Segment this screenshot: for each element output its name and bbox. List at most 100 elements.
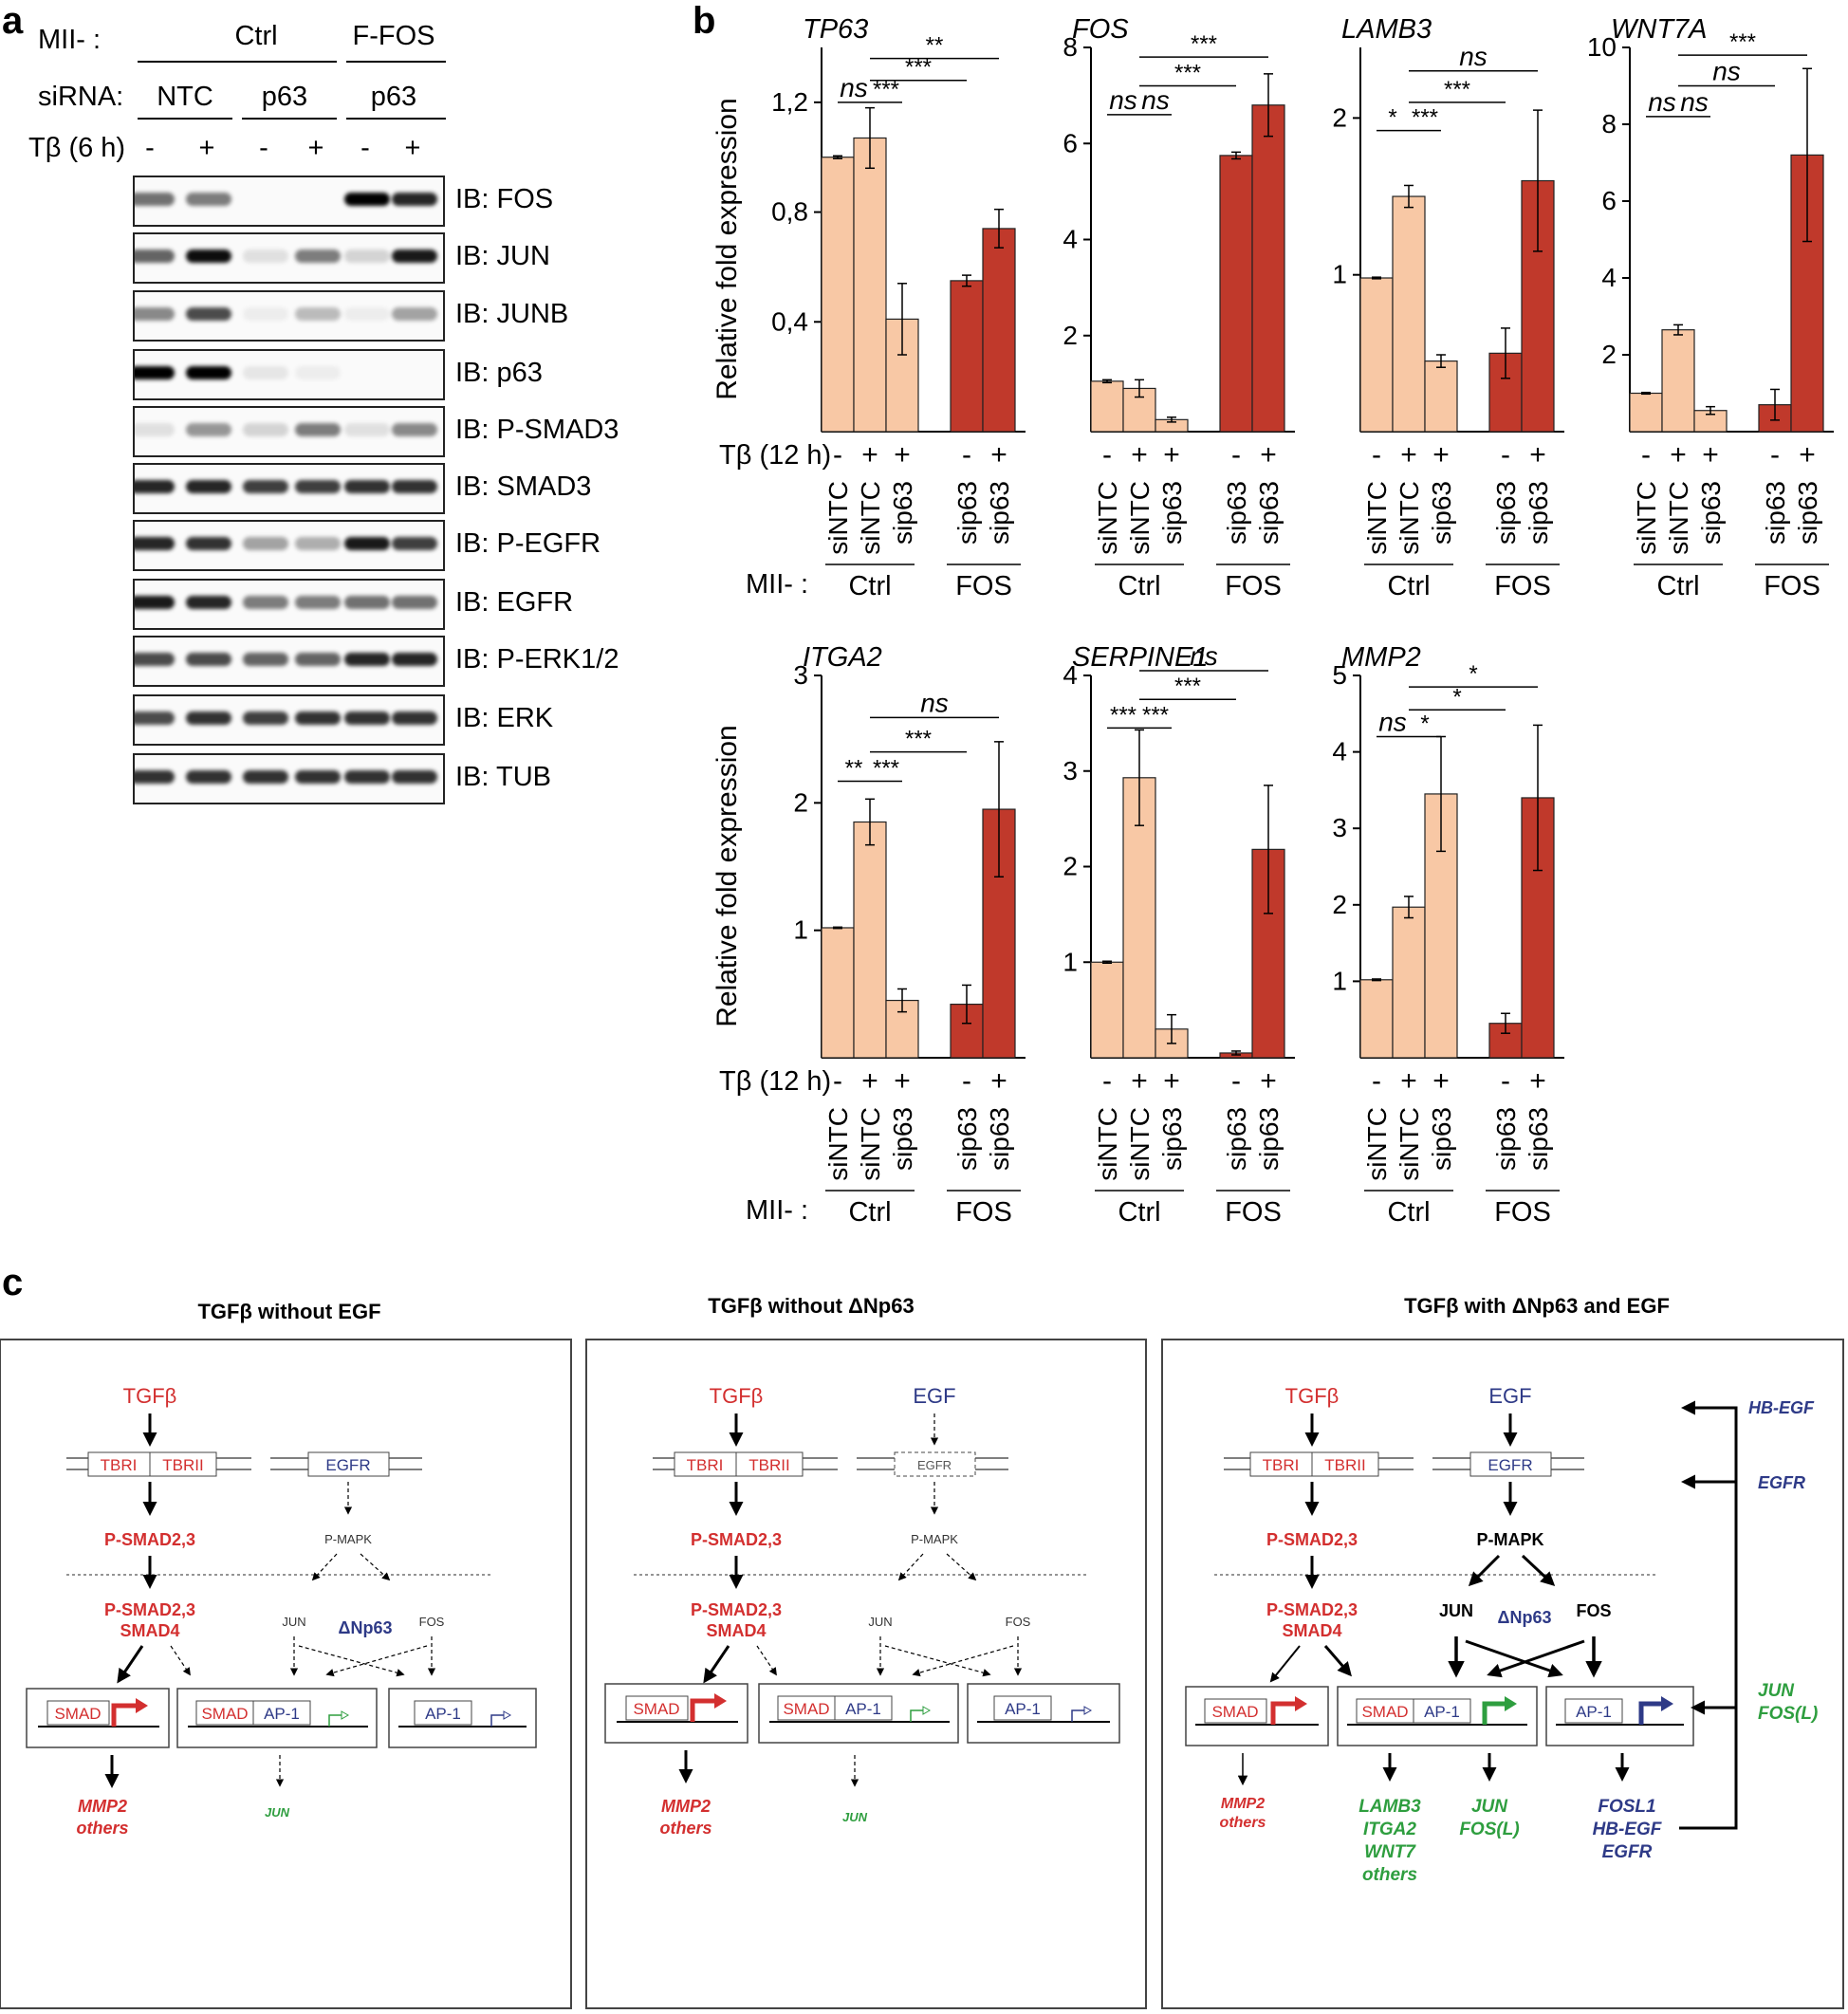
d1-smad-element-label: SMAD — [54, 1705, 101, 1723]
blot-5 — [133, 463, 445, 514]
d2-smad-ap1-ap1-element — [834, 1695, 893, 1721]
d1-egfr-box — [307, 1451, 390, 1477]
d2-smad-ap1-smad-label: SMAD — [783, 1700, 829, 1718]
d1-smad-element — [46, 1700, 110, 1726]
blot-band — [392, 193, 437, 206]
d3-smad-ap1-smad-label: SMAD — [1361, 1703, 1408, 1721]
d1-smad-arrow-2 — [170, 1645, 191, 1676]
significance-label: *** — [1191, 31, 1217, 57]
y-tick-label: 1 — [1063, 947, 1078, 976]
tb-sign: + — [1529, 1065, 1546, 1097]
lane-sign-2: - — [259, 133, 268, 163]
y-tick-label: 1,2 — [771, 87, 808, 117]
chart-title: MMP2 — [1341, 642, 1421, 673]
blot-band — [344, 193, 390, 206]
d3-tgfb-label: TGFβ — [1285, 1384, 1340, 1408]
bar — [1629, 392, 1663, 433]
y-tick-label: 3 — [1332, 813, 1347, 842]
d2-mapk-jun-arrow — [897, 1553, 924, 1581]
d3-tbrii-label: TBRII — [1324, 1456, 1365, 1474]
tb-sign: + — [1400, 439, 1417, 471]
d3-smad-element — [1204, 1698, 1267, 1724]
d3-egfr-label: EGFR — [1488, 1456, 1532, 1474]
panel-a-p63-line1 — [242, 118, 337, 120]
y-tick-label: 1 — [1332, 260, 1347, 289]
d2-mapk-fos-arrow — [946, 1553, 977, 1581]
chart-title: ITGA2 — [803, 642, 882, 673]
blot-label: IB: JUN — [455, 241, 550, 271]
bar — [821, 927, 855, 1059]
bar — [853, 821, 887, 1059]
d1-jun: JUN — [282, 1615, 305, 1629]
blot-6 — [133, 520, 445, 571]
diagram1: TGFβ TBRI TBRII EGFR P-SMAD2,3 P-MAPK P-… — [0, 1339, 572, 2009]
significance-label: *** — [1142, 702, 1169, 728]
d3-ap1-tss-head — [1661, 1696, 1673, 1711]
blot-band — [186, 537, 231, 550]
d2-ap1-tss-head — [1083, 1706, 1093, 1715]
blot-band — [186, 653, 231, 666]
d2-out-others: others — [659, 1819, 711, 1838]
d1-smad-ap1-ap1-label: AP-1 — [264, 1705, 300, 1723]
d2-smad-tss-arrow — [690, 1698, 716, 1722]
d2-pmapk: P-MAPK — [911, 1532, 958, 1546]
blot-label: IB: P-ERK1/2 — [455, 644, 619, 674]
chart-title: TP63 — [803, 14, 868, 45]
tb-sign: + — [1260, 439, 1277, 471]
tb-sign: + — [1432, 439, 1450, 471]
blot-band — [243, 480, 288, 493]
sirna-label: siNTC — [1093, 481, 1122, 555]
blot-band — [344, 596, 390, 609]
diagram3: TGFβ EGF TBRI TBRII EGFR P-SMAD2,3 P-MAP… — [1161, 1339, 1844, 2009]
sirna-label: sip63 — [1222, 1107, 1251, 1171]
panel-a-sirna-label: siRNA: — [38, 82, 124, 112]
blot-band — [135, 653, 175, 666]
panel-c-diagrams: TGFβ TBRI TBRII EGFR P-SMAD2,3 P-MAPK P-… — [0, 1339, 1844, 2009]
blot-10 — [133, 753, 445, 804]
group-label-ctrl: Ctrl — [1118, 1197, 1160, 1228]
bar — [1090, 961, 1124, 1059]
significance-label: * — [1452, 684, 1461, 710]
d3-feedback-hbegf — [1679, 1400, 1738, 1830]
d1-tbrii-box — [149, 1451, 217, 1477]
panel-b-letter: b — [693, 0, 716, 42]
d3-jun-cross — [1465, 1639, 1563, 1678]
lane-sign-3: + — [307, 133, 324, 163]
d1-fos-cross — [325, 1645, 428, 1677]
bar — [1424, 360, 1458, 433]
blot-label: IB: SMAD3 — [455, 471, 592, 502]
blot-label: IB: FOS — [455, 184, 554, 214]
panel-a-group-ctrl: Ctrl — [234, 21, 278, 51]
y-tick-label: 3 — [793, 660, 808, 690]
blot-band — [392, 711, 437, 725]
y-tick-label: 2 — [1332, 890, 1347, 919]
diagram1-title: TGFβ without EGF — [197, 1300, 381, 1323]
blot-band — [295, 711, 341, 725]
y-tick-label: 5 — [1332, 660, 1347, 690]
sirna-label: sip63 — [952, 481, 982, 545]
bar — [982, 228, 1016, 433]
d3-out-egfr: EGFR — [1602, 1842, 1653, 1862]
y-tick-label: 4 — [1601, 263, 1617, 292]
blot-band — [392, 770, 437, 784]
blot-8 — [133, 636, 445, 687]
sirna-label: sip63 — [985, 481, 1014, 545]
blot-band — [135, 711, 175, 725]
diagram2-title: TGFβ without ΔNp63 — [708, 1294, 915, 1318]
blot-band — [344, 537, 390, 550]
y-tick-label: 0,8 — [771, 197, 808, 227]
y-tick-label: 1 — [1332, 966, 1347, 995]
d3-out-others: others — [1220, 1815, 1266, 1831]
y-tick-label: 2 — [1063, 321, 1078, 350]
d1-ap1-tss-head — [503, 1710, 512, 1720]
d3-feedback-jun-label: JUN — [1758, 1681, 1795, 1701]
d2-smad-arrow-2 — [756, 1645, 777, 1676]
significance-label: ns — [1648, 87, 1676, 117]
d3-feedback-egfr-label: EGFR — [1758, 1473, 1805, 1492]
blot-label: IB: P-SMAD3 — [455, 415, 619, 445]
blot-band — [186, 711, 231, 725]
d2-psmad: P-SMAD2,3 — [691, 1530, 782, 1549]
blot-band — [135, 596, 175, 609]
significance-label: *** — [1444, 77, 1470, 102]
